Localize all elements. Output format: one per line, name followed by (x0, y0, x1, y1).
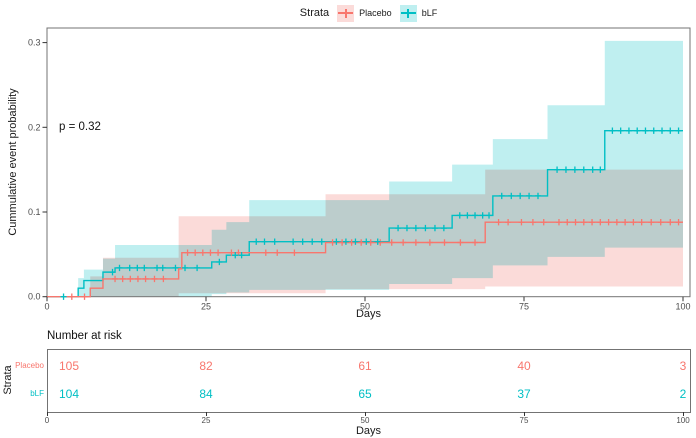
risk-axis-tick (365, 412, 366, 416)
p-value-annotation: p = 0.32 (59, 121, 101, 133)
risk-value: 40 (517, 359, 531, 373)
x-tick-label: 50 (360, 302, 370, 312)
censor-marks-blf (60, 127, 682, 300)
risk-axis-tick-label: 75 (519, 416, 529, 425)
y-tick-label: 0.0 (28, 292, 41, 302)
risk-value: 82 (199, 359, 213, 373)
x-tick-label: 0 (44, 302, 49, 312)
risk-axis-tick-label: 100 (676, 416, 690, 425)
x-tick-label: 100 (675, 302, 690, 312)
survival-plot: 0.0 0.1 0.2 0.3 0 25 50 75 100 (28, 27, 691, 312)
risk-value: 61 (358, 359, 372, 373)
risk-value: 105 (58, 359, 80, 373)
blf-key-icon (399, 4, 417, 22)
y-axis-title: Cummulative event probability (7, 88, 19, 236)
risk-value: 65 (358, 387, 372, 401)
risk-axis-tick (683, 412, 684, 416)
x-tick-label: 25 (201, 302, 211, 312)
risk-axis-tick-label: 25 (201, 416, 211, 425)
risk-table-panel (47, 349, 691, 413)
legend-title: Strata (299, 7, 330, 19)
legend-key-placebo-label: Placebo (359, 8, 392, 18)
risk-table-title: Number at risk (47, 330, 122, 342)
risk-value: 37 (517, 387, 531, 401)
y-tick-label: 0.1 (28, 207, 41, 217)
risk-value: 2 (679, 387, 687, 401)
placebo-key-icon (337, 4, 355, 22)
legend-key-blf-label: bLF (421, 8, 438, 18)
risk-row-label-blf: bLF (30, 389, 44, 398)
risk-axis-tick (524, 412, 525, 416)
legend: Strata Placebo bLF (47, 2, 690, 24)
risk-value: 3 (679, 359, 687, 373)
x-tick-label: 75 (519, 302, 529, 312)
risk-table-x-axis-title: Days (355, 425, 382, 437)
y-tick-label: 0.3 (28, 38, 41, 48)
censor-marks-placebo (68, 218, 682, 300)
risk-axis-tick-label: 50 (360, 416, 370, 425)
risk-value: 104 (58, 387, 80, 401)
risk-table-strata-title: Strata (2, 365, 14, 395)
legend-key-placebo[interactable]: Placebo (337, 4, 392, 22)
x-axis-title: Days (355, 308, 382, 320)
legend-key-blf[interactable]: bLF (399, 4, 438, 22)
risk-axis-tick (47, 412, 48, 416)
risk-value: 84 (199, 387, 213, 401)
ci-band-placebo (47, 169, 683, 297)
panel-border (46, 27, 691, 298)
risk-axis-tick (206, 412, 207, 416)
risk-axis-tick-label: 0 (44, 416, 50, 425)
y-tick-label: 0.2 (28, 122, 41, 132)
risk-row-label-placebo: Placebo (15, 361, 44, 370)
